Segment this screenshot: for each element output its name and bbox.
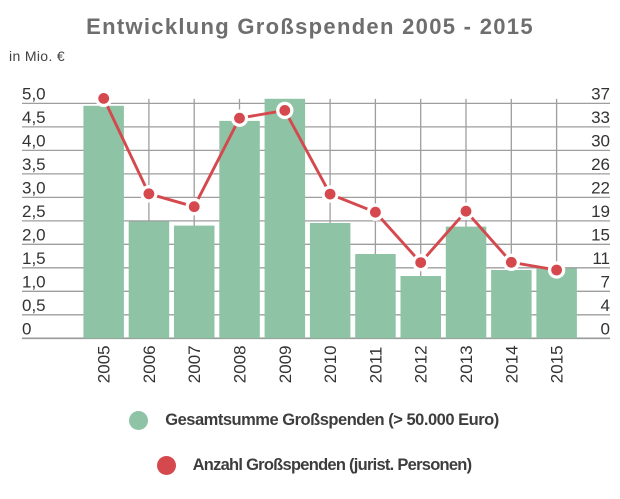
svg-text:19: 19 xyxy=(591,202,610,221)
svg-text:2013: 2013 xyxy=(457,345,476,383)
svg-text:2008: 2008 xyxy=(231,345,250,383)
svg-text:2015: 2015 xyxy=(548,345,567,383)
svg-text:4,5: 4,5 xyxy=(22,108,46,127)
svg-text:2007: 2007 xyxy=(185,345,204,383)
svg-text:4: 4 xyxy=(601,296,610,315)
svg-text:2,5: 2,5 xyxy=(22,202,46,221)
svg-text:37: 37 xyxy=(591,84,610,103)
svg-text:2005: 2005 xyxy=(95,345,114,383)
svg-text:2012: 2012 xyxy=(412,345,431,383)
svg-text:1,0: 1,0 xyxy=(22,272,46,291)
svg-text:11: 11 xyxy=(592,249,610,268)
svg-text:33: 33 xyxy=(591,108,610,127)
svg-text:26: 26 xyxy=(591,155,610,174)
svg-text:0: 0 xyxy=(22,319,31,338)
svg-text:2010: 2010 xyxy=(321,345,340,383)
svg-text:7: 7 xyxy=(601,272,610,291)
svg-text:2009: 2009 xyxy=(276,345,295,383)
svg-text:2014: 2014 xyxy=(502,345,521,383)
svg-text:1,5: 1,5 xyxy=(22,249,46,268)
svg-text:30: 30 xyxy=(591,131,610,150)
svg-text:2006: 2006 xyxy=(140,345,159,383)
svg-text:0: 0 xyxy=(601,319,610,338)
svg-text:3,5: 3,5 xyxy=(22,155,46,174)
svg-text:3,0: 3,0 xyxy=(22,178,46,197)
svg-text:2,0: 2,0 xyxy=(22,225,46,244)
svg-text:15: 15 xyxy=(591,225,610,244)
svg-text:0,5: 0,5 xyxy=(22,296,46,315)
svg-text:4,0: 4,0 xyxy=(22,131,46,150)
svg-text:22: 22 xyxy=(591,178,610,197)
svg-text:5,0: 5,0 xyxy=(22,84,46,103)
svg-text:2011: 2011 xyxy=(366,347,385,384)
